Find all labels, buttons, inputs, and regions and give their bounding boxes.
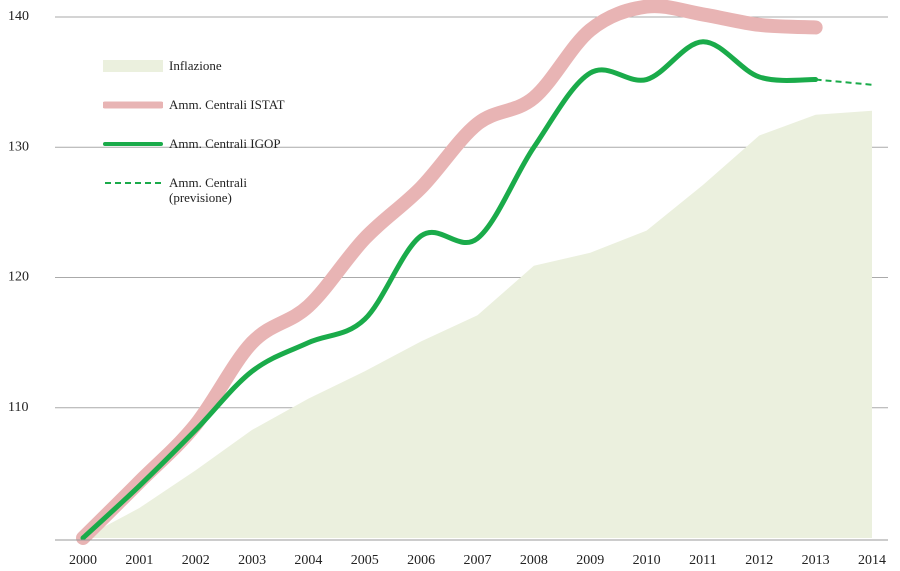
- legend-label: Amm. Centrali IGOP: [169, 136, 281, 151]
- x-tick-label: 2011: [689, 553, 716, 568]
- legend-item: Amm. Centrali IGOP: [103, 136, 289, 175]
- legend-item: Amm. Centrali ISTAT: [103, 97, 289, 136]
- y-tick-label: 110: [8, 400, 28, 415]
- x-tick-label: 2004: [294, 553, 322, 568]
- area: [83, 110, 872, 539]
- x-tick-label: 2012: [745, 553, 773, 568]
- legend: Inflazione Amm. Centrali ISTAT Amm. Centra…: [103, 58, 289, 214]
- x-tick-label: 2006: [407, 553, 435, 568]
- line: [76, 0, 823, 545]
- swatch: [103, 60, 163, 72]
- x-tick-label: 2003: [238, 553, 266, 568]
- line: [80, 39, 819, 541]
- legend-label: Amm. Centrali ISTAT: [169, 97, 285, 112]
- legend-item: Inflazione: [103, 58, 289, 97]
- x-tick-label: 2009: [576, 553, 604, 568]
- legend-swatch: [103, 142, 163, 146]
- x-tick-label: 2008: [520, 553, 548, 568]
- x-tick-label: 2013: [802, 553, 830, 568]
- legend-label: Inflazione: [169, 58, 222, 73]
- x-tick-label: 2005: [351, 553, 379, 568]
- legend-item: Amm. Centrali (previsione): [103, 175, 289, 214]
- y-tick-label: 130: [8, 139, 29, 154]
- y-tick-label: 120: [8, 270, 29, 285]
- x-tick-label: 2002: [182, 553, 210, 568]
- x-tick-label: 2001: [125, 553, 153, 568]
- line: [815, 78, 873, 86]
- legend-label: Amm. Centrali (previsione): [169, 175, 247, 205]
- x-tick-label: 2014: [858, 553, 886, 568]
- y-tick-label: 140: [8, 9, 29, 24]
- legend-swatch: [103, 101, 163, 109]
- legend-swatch: [105, 182, 161, 184]
- x-tick-label: 2000: [69, 553, 97, 568]
- legend-swatch: [103, 60, 163, 72]
- x-tick-label: 2010: [633, 553, 661, 568]
- x-tick-label: 2007: [464, 553, 492, 568]
